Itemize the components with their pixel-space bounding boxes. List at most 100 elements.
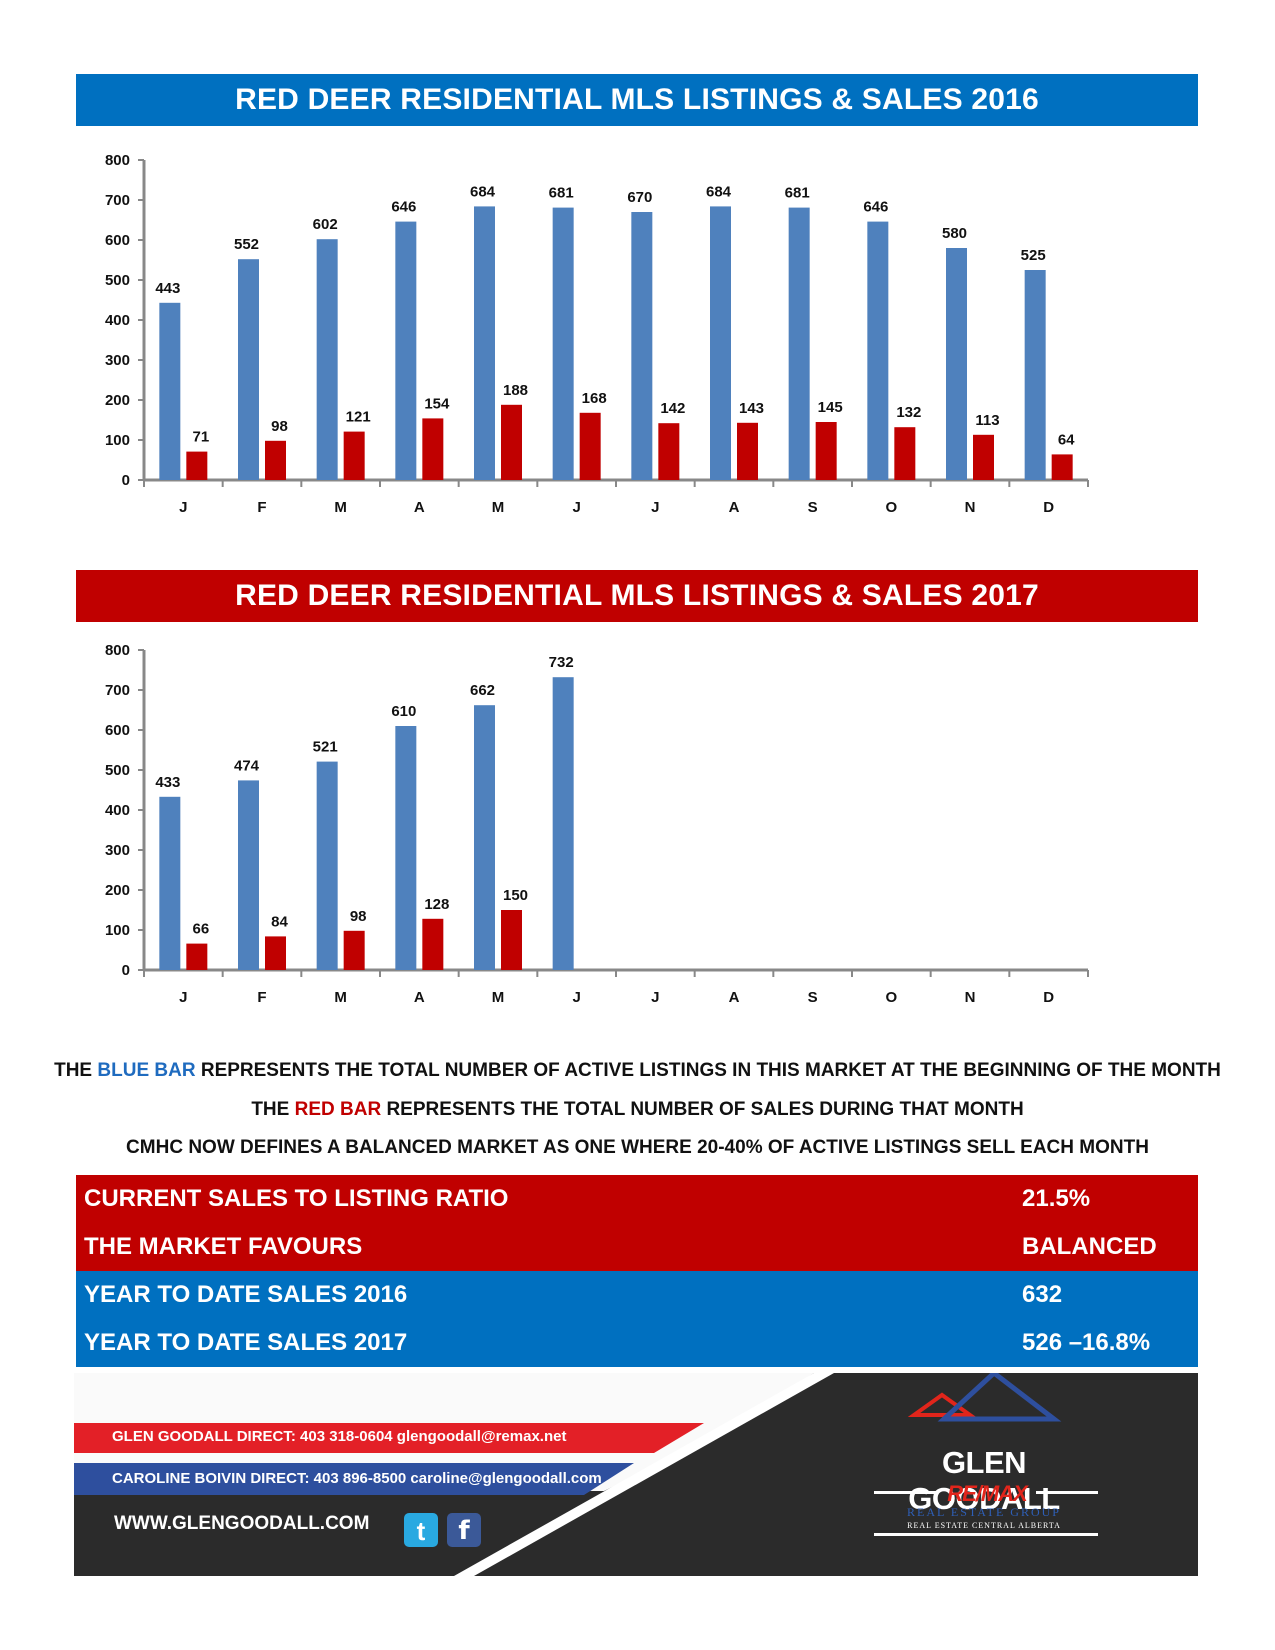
listings-data-label: 610 <box>391 703 416 720</box>
y-tick-label: 100 <box>105 922 130 939</box>
listings-bar <box>1024 270 1046 480</box>
sales-bar <box>501 910 522 970</box>
contact-glen: GLEN GOODALL DIRECT: 403 318-0604 glengo… <box>112 1428 567 1445</box>
x-tick-label: S <box>808 989 818 1006</box>
listings-bar <box>946 248 967 480</box>
y-tick-label: 700 <box>105 682 130 699</box>
listings-bar <box>316 761 338 970</box>
brand-divider <box>1036 1491 1098 1494</box>
sales-bar <box>737 422 758 480</box>
listings-data-label: 681 <box>549 185 574 202</box>
y-tick-label: 300 <box>105 352 130 369</box>
sales-bar <box>422 418 444 480</box>
sales-data-label: 142 <box>660 400 685 417</box>
y-tick-label: 0 <box>122 472 130 489</box>
x-tick-label: F <box>257 499 266 516</box>
sales-data-label: 150 <box>503 887 528 904</box>
listings-data-label: 525 <box>1021 247 1046 264</box>
stat-row-ytd-2016: YEAR TO DATE SALES 2016 632 <box>76 1271 1198 1319</box>
x-tick-label: O <box>885 989 897 1006</box>
sales-bar <box>186 451 208 480</box>
stats-table: CURRENT SALES TO LISTING RATIO 21.5% THE… <box>76 1175 1198 1367</box>
y-tick-label: 400 <box>105 802 130 819</box>
sales-data-label: 132 <box>896 404 921 421</box>
listings-data-label: 684 <box>706 183 732 200</box>
footer: GLEN GOODALL DIRECT: 403 318-0604 glengo… <box>74 1373 1198 1576</box>
x-tick-label: M <box>334 989 347 1006</box>
brand-region: REAL ESTATE CENTRAL ALBERTA <box>907 1521 1061 1530</box>
footer-background <box>74 1373 1198 1576</box>
listings-bar <box>159 796 181 970</box>
sales-data-label: 128 <box>424 896 449 913</box>
y-tick-label: 600 <box>105 232 130 249</box>
y-tick-label: 500 <box>105 272 130 289</box>
brand-group: REAL ESTATE GROUP <box>907 1505 1061 1519</box>
sales-bar <box>343 431 365 480</box>
x-tick-label: A <box>729 989 740 1006</box>
listings-data-label: 732 <box>549 654 574 671</box>
y-tick-label: 400 <box>105 312 130 329</box>
listings-bar <box>395 726 417 970</box>
x-tick-label: A <box>414 989 425 1006</box>
sales-bar <box>501 404 522 480</box>
stat-value: 632 <box>1022 1281 1063 1308</box>
sales-data-label: 145 <box>818 399 843 416</box>
listings-data-label: 646 <box>863 199 888 216</box>
listings-bar <box>552 677 574 970</box>
stat-value: BALANCED <box>1022 1233 1157 1260</box>
legend-red-word: RED BAR <box>294 1099 382 1120</box>
sales-bar <box>422 918 444 970</box>
sales-bar <box>815 422 837 480</box>
x-tick-label: M <box>334 499 347 516</box>
listings-bar <box>867 221 889 480</box>
listings-data-label: 681 <box>785 185 810 202</box>
stat-label: YEAR TO DATE SALES 2017 <box>84 1329 408 1356</box>
brand-name: GLEN GOODALL <box>908 1445 1060 1516</box>
x-tick-label: D <box>1043 989 1054 1006</box>
twitter-icon[interactable]: t <box>404 1513 438 1547</box>
listings-data-label: 474 <box>234 757 260 774</box>
sales-data-label: 154 <box>424 395 450 412</box>
listings-bar <box>788 207 810 480</box>
sales-data-label: 66 <box>192 921 209 938</box>
sales-data-label: 71 <box>192 429 209 446</box>
y-tick-label: 100 <box>105 432 130 449</box>
x-tick-label: S <box>808 499 818 516</box>
listings-bar <box>631 212 653 480</box>
stat-row-market: THE MARKET FAVOURS BALANCED <box>76 1223 1198 1271</box>
facebook-icon[interactable]: f <box>447 1513 481 1547</box>
sales-bar <box>579 412 601 480</box>
x-tick-label: N <box>965 989 976 1006</box>
y-tick-label: 600 <box>105 722 130 739</box>
sales-data-label: 121 <box>346 409 371 426</box>
sales-bar <box>186 943 208 970</box>
y-tick-label: 300 <box>105 842 130 859</box>
x-tick-label: M <box>492 499 505 516</box>
listings-data-label: 684 <box>470 183 496 200</box>
sales-data-label: 64 <box>1058 431 1075 448</box>
x-tick-label: O <box>885 499 897 516</box>
sales-data-label: 168 <box>582 390 607 407</box>
stat-label: YEAR TO DATE SALES 2016 <box>84 1281 408 1308</box>
x-tick-label: J <box>179 989 187 1006</box>
listings-data-label: 433 <box>155 774 180 791</box>
x-tick-label: J <box>651 989 659 1006</box>
x-tick-label: A <box>729 499 740 516</box>
website-link[interactable]: WWW.GLENGOODALL.COM <box>114 1513 370 1534</box>
listings-bar <box>238 780 259 970</box>
legend-text: REPRESENTS THE TOTAL NUMBER OF SALES DUR… <box>381 1099 1024 1120</box>
x-tick-label: M <box>492 989 505 1006</box>
sales-bar <box>265 936 286 970</box>
stat-label: THE MARKET FAVOURS <box>84 1233 363 1260</box>
listings-bar <box>159 302 181 480</box>
sales-data-label: 188 <box>503 382 528 399</box>
listings-data-label: 580 <box>942 225 967 242</box>
listings-data-label: 670 <box>627 189 652 206</box>
x-tick-label: N <box>965 499 976 516</box>
listings-data-label: 602 <box>313 216 338 233</box>
listings-bar <box>395 221 417 480</box>
x-tick-label: F <box>257 989 266 1006</box>
sales-data-label: 143 <box>739 400 764 417</box>
legend-text: REPRESENTS THE TOTAL NUMBER OF ACTIVE LI… <box>195 1060 1221 1081</box>
listings-data-label: 552 <box>234 236 259 253</box>
